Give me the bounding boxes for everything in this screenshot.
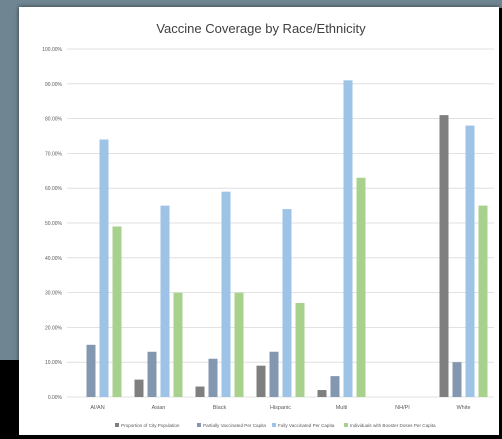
bar-asian-series-4 xyxy=(173,292,183,397)
legend-label: Fully Vaccinated Per Capita xyxy=(278,423,335,428)
y-tick-label: 50.00% xyxy=(45,221,63,227)
y-tick-label: 0.00% xyxy=(48,395,63,401)
gridlines xyxy=(67,48,494,398)
legend: Proportion of City Population Partially V… xyxy=(115,423,436,428)
y-tick-label: 60.00% xyxy=(45,186,63,192)
bar-white-series-3 xyxy=(465,125,475,397)
x-tick-labels: AI/AN Asian Black Hispanic Multi NH/PI White xyxy=(90,405,470,411)
y-tick-label: 40.00% xyxy=(45,256,63,262)
bar-black-series-1 xyxy=(195,386,205,397)
y-tick-label: 20.00% xyxy=(45,325,63,331)
y-tick-label: 100.00% xyxy=(42,47,62,53)
legend-label: Proportion of City Population xyxy=(121,423,180,428)
bar-multi-series-4 xyxy=(356,177,366,397)
bar-asian-series-1 xyxy=(134,379,144,397)
bar-black-series-4 xyxy=(234,292,244,397)
y-tick-label: 30.00% xyxy=(45,291,63,297)
y-tick-label: 90.00% xyxy=(45,82,63,88)
x-tick-label: Black xyxy=(213,405,227,411)
x-tick-label: Hispanic xyxy=(270,405,291,411)
bar-hispanic-series-3 xyxy=(282,209,292,397)
chart-svg: Vaccine Coverage by Race/Ethnicity 0.00%… xyxy=(42,21,494,428)
bar-hispanic-series-1 xyxy=(256,365,266,397)
legend-item: Proportion of City Population xyxy=(115,423,180,428)
bar-multi-series-2 xyxy=(330,376,340,397)
bar-white-series-1 xyxy=(439,115,449,398)
legend-swatch xyxy=(344,423,348,427)
bar-black-series-3 xyxy=(221,191,231,397)
y-tick-label: 70.00% xyxy=(45,151,63,157)
bar-ai-an-series-4 xyxy=(112,226,122,397)
bar-ai-an-series-2 xyxy=(86,344,96,397)
legend-label: Individuals with Booster Doses Per Capit… xyxy=(350,423,436,428)
legend-swatch xyxy=(197,423,201,427)
x-tick-label: Multi xyxy=(336,405,348,411)
bar-white-series-2 xyxy=(452,362,462,397)
y-tick-label: 80.00% xyxy=(45,117,63,123)
bar-white-series-4 xyxy=(478,205,488,397)
bar-asian-series-2 xyxy=(147,351,157,397)
legend-swatch xyxy=(115,423,119,427)
bar-ai-an-series-3 xyxy=(99,139,109,398)
y-tick-label: 10.00% xyxy=(45,360,63,366)
bar-multi-series-1 xyxy=(317,390,327,397)
bar-hispanic-series-2 xyxy=(269,351,279,397)
background-strip-top xyxy=(0,0,502,8)
legend-item: Partially Vaccinated Per Capita xyxy=(197,423,266,428)
y-tick-labels: 0.00% 10.00% 20.00% 30.00% 40.00% 50.00% 60.00… xyxy=(42,47,62,401)
x-tick-label: White xyxy=(456,405,470,411)
chart-panel: Vaccine Coverage by Race/Ethnicity 0.00%… xyxy=(19,7,499,435)
legend-item: Fully Vaccinated Per Capita xyxy=(272,423,335,428)
chart-title: Vaccine Coverage by Race/Ethnicity xyxy=(156,21,366,36)
legend-label: Partially Vaccinated Per Capita xyxy=(203,423,266,428)
bar-black-series-2 xyxy=(208,358,218,397)
bar-hispanic-series-4 xyxy=(295,303,305,397)
x-tick-label: NH/PI xyxy=(395,405,410,411)
bars xyxy=(86,80,488,398)
x-tick-label: AI/AN xyxy=(90,405,104,411)
bar-asian-series-3 xyxy=(160,205,170,397)
legend-swatch xyxy=(272,423,276,427)
bar-multi-series-3 xyxy=(343,80,353,397)
x-tick-label: Asian xyxy=(152,405,166,411)
legend-item: Individuals with Booster Doses Per Capit… xyxy=(344,423,436,428)
